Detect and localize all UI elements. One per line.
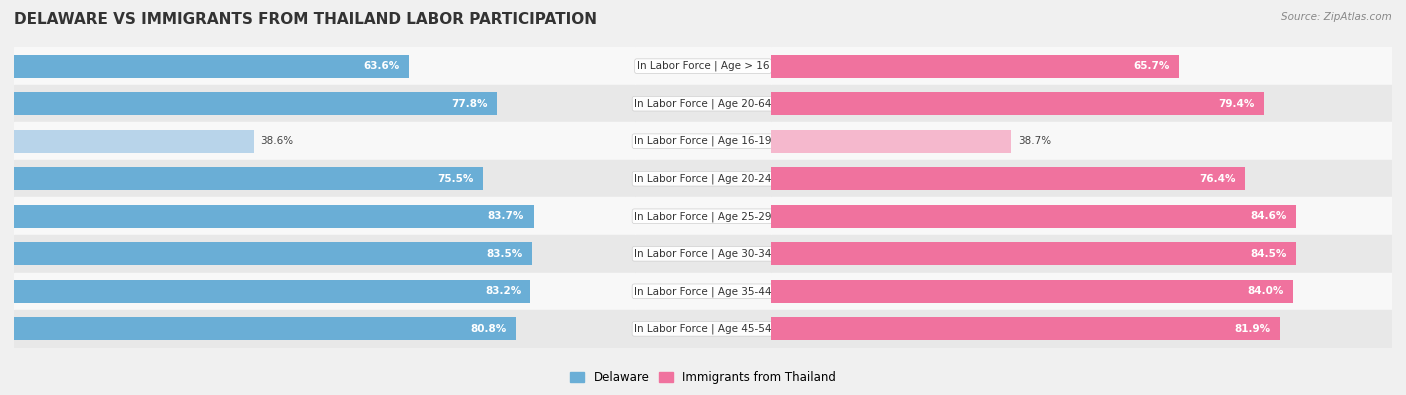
- Text: 84.6%: 84.6%: [1251, 211, 1286, 221]
- Bar: [14, 273, 634, 310]
- Bar: [772, 317, 1279, 340]
- Text: In Labor Force | Age 35-44: In Labor Force | Age 35-44: [634, 286, 772, 297]
- Text: In Labor Force | Age 45-54: In Labor Force | Age 45-54: [634, 324, 772, 334]
- Bar: [772, 235, 1392, 273]
- Bar: [14, 205, 533, 228]
- Bar: [14, 310, 634, 348]
- Bar: [14, 235, 634, 273]
- Text: In Labor Force | Age 20-24: In Labor Force | Age 20-24: [634, 173, 772, 184]
- Bar: [14, 122, 634, 160]
- Bar: [772, 92, 1264, 115]
- Bar: [14, 47, 634, 85]
- Bar: [634, 122, 772, 160]
- Legend: Delaware, Immigrants from Thailand: Delaware, Immigrants from Thailand: [565, 367, 841, 389]
- Bar: [634, 310, 772, 348]
- Text: 65.7%: 65.7%: [1133, 61, 1170, 71]
- Bar: [772, 205, 1296, 228]
- Bar: [634, 47, 772, 85]
- Text: Source: ZipAtlas.com: Source: ZipAtlas.com: [1281, 12, 1392, 22]
- Bar: [14, 167, 482, 190]
- Bar: [772, 242, 1296, 265]
- Bar: [772, 167, 1246, 190]
- Bar: [772, 122, 1392, 160]
- Text: In Labor Force | Age 30-34: In Labor Force | Age 30-34: [634, 248, 772, 259]
- Text: In Labor Force | Age 25-29: In Labor Force | Age 25-29: [634, 211, 772, 222]
- Bar: [14, 85, 634, 122]
- Bar: [772, 130, 1011, 153]
- Text: 77.8%: 77.8%: [451, 99, 488, 109]
- Text: DELAWARE VS IMMIGRANTS FROM THAILAND LABOR PARTICIPATION: DELAWARE VS IMMIGRANTS FROM THAILAND LAB…: [14, 12, 598, 27]
- Text: 38.7%: 38.7%: [1018, 136, 1050, 146]
- Bar: [14, 317, 516, 340]
- Bar: [634, 235, 772, 273]
- Bar: [634, 198, 772, 235]
- Text: 81.9%: 81.9%: [1234, 324, 1270, 334]
- Bar: [772, 85, 1392, 122]
- Bar: [772, 47, 1392, 85]
- Text: 83.5%: 83.5%: [486, 249, 523, 259]
- Bar: [634, 85, 772, 122]
- Text: 79.4%: 79.4%: [1219, 99, 1254, 109]
- Bar: [772, 55, 1180, 78]
- Text: In Labor Force | Age > 16: In Labor Force | Age > 16: [637, 61, 769, 71]
- Bar: [772, 160, 1392, 198]
- Text: In Labor Force | Age 16-19: In Labor Force | Age 16-19: [634, 136, 772, 147]
- Bar: [634, 273, 772, 310]
- Bar: [14, 198, 634, 235]
- Text: 75.5%: 75.5%: [437, 174, 474, 184]
- Text: 84.0%: 84.0%: [1247, 286, 1284, 296]
- Bar: [14, 160, 634, 198]
- Bar: [14, 130, 253, 153]
- Bar: [14, 280, 530, 303]
- Text: 83.7%: 83.7%: [488, 211, 524, 221]
- Text: In Labor Force | Age 20-64: In Labor Force | Age 20-64: [634, 98, 772, 109]
- Text: 38.6%: 38.6%: [260, 136, 292, 146]
- Bar: [772, 280, 1292, 303]
- Bar: [14, 242, 533, 265]
- Bar: [772, 273, 1392, 310]
- Bar: [772, 310, 1392, 348]
- Bar: [634, 160, 772, 198]
- Bar: [772, 198, 1392, 235]
- Text: 83.2%: 83.2%: [485, 286, 522, 296]
- Bar: [14, 55, 409, 78]
- Bar: [14, 92, 496, 115]
- Text: 80.8%: 80.8%: [470, 324, 506, 334]
- Text: 84.5%: 84.5%: [1250, 249, 1286, 259]
- Text: 76.4%: 76.4%: [1199, 174, 1236, 184]
- Text: 63.6%: 63.6%: [363, 61, 399, 71]
